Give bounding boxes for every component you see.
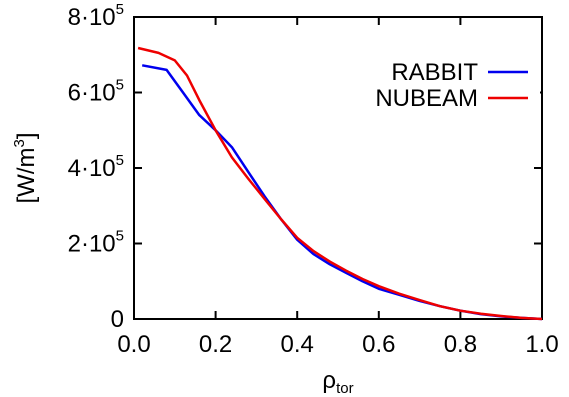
series-lines [137, 46, 543, 321]
y-tick-label: 4·105 [68, 152, 124, 182]
x-tick-label: 0.6 [362, 331, 395, 358]
x-axis-label-subscript: tor [336, 380, 354, 397]
series-line-nubeam [137, 46, 543, 321]
x-tick-label: 1.0 [525, 331, 558, 358]
x-axis-label-main: ρ [322, 367, 336, 394]
y-axis-label-superscript: 3 [11, 139, 28, 147]
legend: RABBIT NUBEAM [366, 48, 540, 112]
legend-box [366, 48, 540, 110]
legend-label-rabbit: RABBIT [391, 59, 478, 86]
y-axis-label-close: ] [13, 133, 40, 140]
legend-label-nubeam: NUBEAM [375, 85, 478, 112]
y-tick-label: 0 [111, 306, 124, 333]
y-axis-label: [W/m3] [11, 133, 40, 204]
x-tick-label: 0.0 [117, 331, 150, 358]
y-tick-label: 2·105 [68, 228, 124, 258]
x-tick-label: 0.8 [444, 331, 477, 358]
y-tick-label: 8·105 [68, 1, 124, 31]
x-tick-label: 0.2 [199, 331, 232, 358]
axis-ticks: 0.0 0.2 0.4 0.6 0.8 1.0 0 2·105 4·105 6·105 8·105 [68, 1, 559, 358]
x-tick-label: 0.4 [281, 331, 314, 358]
x-axis-label: ρtor [322, 367, 353, 397]
y-axis-label-main: [W/m [13, 148, 40, 204]
y-tick-label: 6·105 [68, 77, 124, 107]
